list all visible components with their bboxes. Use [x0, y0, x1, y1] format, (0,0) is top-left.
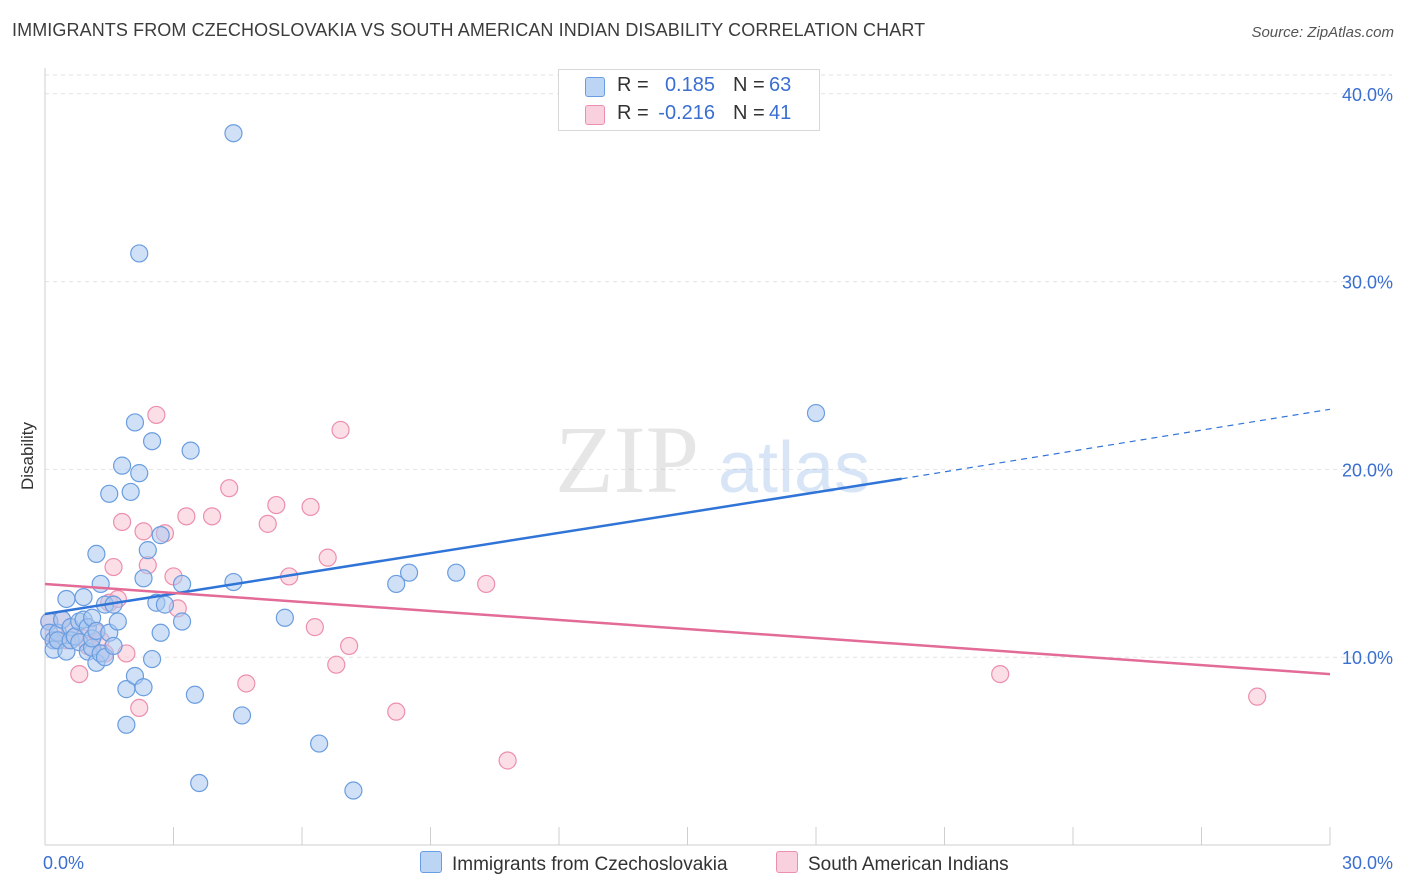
data-point	[318, 548, 337, 567]
data-point	[190, 773, 209, 793]
n-value: 41	[769, 102, 792, 124]
data-point	[267, 495, 286, 515]
data-point	[177, 507, 196, 526]
data-point	[477, 574, 496, 594]
axes	[44, 68, 1331, 846]
chart-source: Source: ZipAtlas.com	[1251, 24, 1394, 41]
chart-title: IMMIGRANTS FROM CZECHOSLOVAKIA VS SOUTH …	[12, 20, 926, 40]
x-tick-label: 30.0%	[1342, 853, 1393, 873]
stats-legend: R = 0.185 N = 63 R = -0.216 N = 41	[558, 69, 820, 131]
x-tick-label: 0.0%	[43, 853, 84, 873]
data-point	[387, 574, 406, 594]
data-point	[117, 715, 136, 734]
y-axis-title: Disability	[18, 421, 37, 490]
data-point	[202, 507, 222, 526]
r-label: R =	[617, 102, 649, 124]
legend-label: South American Indians	[808, 854, 1009, 875]
data-point	[74, 587, 93, 607]
data-point	[155, 595, 175, 614]
data-point	[172, 612, 192, 631]
watermark-zip: ZIP	[555, 406, 699, 513]
data-point	[331, 420, 350, 440]
data-point	[142, 432, 162, 451]
y-tick-label: 10.0%	[1342, 648, 1393, 668]
data-point	[121, 482, 140, 502]
r-label: R =	[617, 74, 649, 96]
stats-row-czechoslovakia: R = 0.185 N = 63	[559, 72, 819, 100]
data-point	[100, 484, 119, 503]
y-tick-label: 20.0%	[1342, 460, 1393, 480]
r-value: -0.216	[658, 102, 715, 124]
legend-swatch-blue	[420, 851, 442, 873]
data-point	[151, 526, 170, 545]
data-point	[232, 706, 252, 725]
data-point	[1248, 687, 1267, 706]
data-point	[70, 664, 89, 684]
r-value: 0.185	[664, 74, 715, 96]
data-point	[258, 514, 277, 533]
data-point	[224, 124, 243, 143]
tick-labels: 10.0% 20.0% 30.0% 40.0% 0.0% 30.0%	[43, 85, 1393, 873]
data-point	[142, 649, 162, 669]
data-point	[275, 608, 294, 627]
legend-swatch-pink	[585, 105, 605, 125]
data-point	[185, 685, 205, 704]
data-point	[498, 751, 517, 770]
data-point	[104, 636, 123, 656]
data-point	[125, 413, 145, 432]
data-point	[91, 574, 110, 594]
data-point	[447, 563, 466, 582]
n-label: N =	[733, 102, 765, 124]
data-point	[237, 674, 256, 693]
data-point	[138, 541, 157, 560]
data-point	[134, 522, 153, 541]
legend-swatch-blue	[585, 77, 605, 97]
legend-swatch-pink	[776, 851, 798, 873]
legend-item-south-american-indians: South American Indians	[776, 851, 1009, 876]
data-point	[134, 569, 153, 588]
y-tick-label: 30.0%	[1342, 273, 1393, 293]
data-point	[87, 544, 106, 564]
data-point	[399, 563, 419, 582]
data-point	[104, 557, 123, 577]
data-point	[220, 479, 239, 498]
y-tick-label: 40.0%	[1342, 85, 1393, 105]
stats-row-south-american-indians: R = -0.216 N = 41	[559, 100, 819, 128]
data-point	[130, 698, 149, 718]
watermark: ZIP atlas	[555, 406, 870, 513]
series-czechoslovakia	[40, 124, 826, 800]
data-point	[305, 618, 324, 637]
grid-lines	[45, 74, 1392, 658]
data-point	[340, 636, 359, 656]
trend-line-south-american-indians	[44, 582, 1331, 676]
data-point	[172, 574, 192, 594]
trend-line-czechoslovakia	[44, 477, 902, 616]
data-point	[301, 497, 320, 517]
data-point	[112, 512, 132, 532]
data-point	[310, 734, 329, 753]
n-value: 63	[769, 74, 792, 96]
data-point	[151, 623, 170, 642]
data-point	[387, 702, 406, 721]
legend-item-czechoslovakia: Immigrants from Czechoslovakia	[420, 851, 728, 876]
data-point	[108, 612, 127, 631]
trend-line-czechoslovakia-extension	[901, 408, 1331, 480]
data-point	[57, 589, 76, 609]
data-point	[130, 464, 149, 483]
data-point	[134, 678, 153, 697]
data-point	[130, 244, 149, 263]
data-point	[181, 441, 200, 460]
data-point	[344, 781, 363, 800]
data-point	[112, 456, 132, 475]
data-point	[806, 403, 826, 423]
trend-lines	[44, 408, 1331, 676]
n-label: N =	[733, 74, 765, 96]
data-point	[147, 405, 166, 425]
data-point	[991, 664, 1010, 684]
legend-label: Immigrants from Czechoslovakia	[452, 854, 728, 875]
data-point	[327, 655, 346, 674]
